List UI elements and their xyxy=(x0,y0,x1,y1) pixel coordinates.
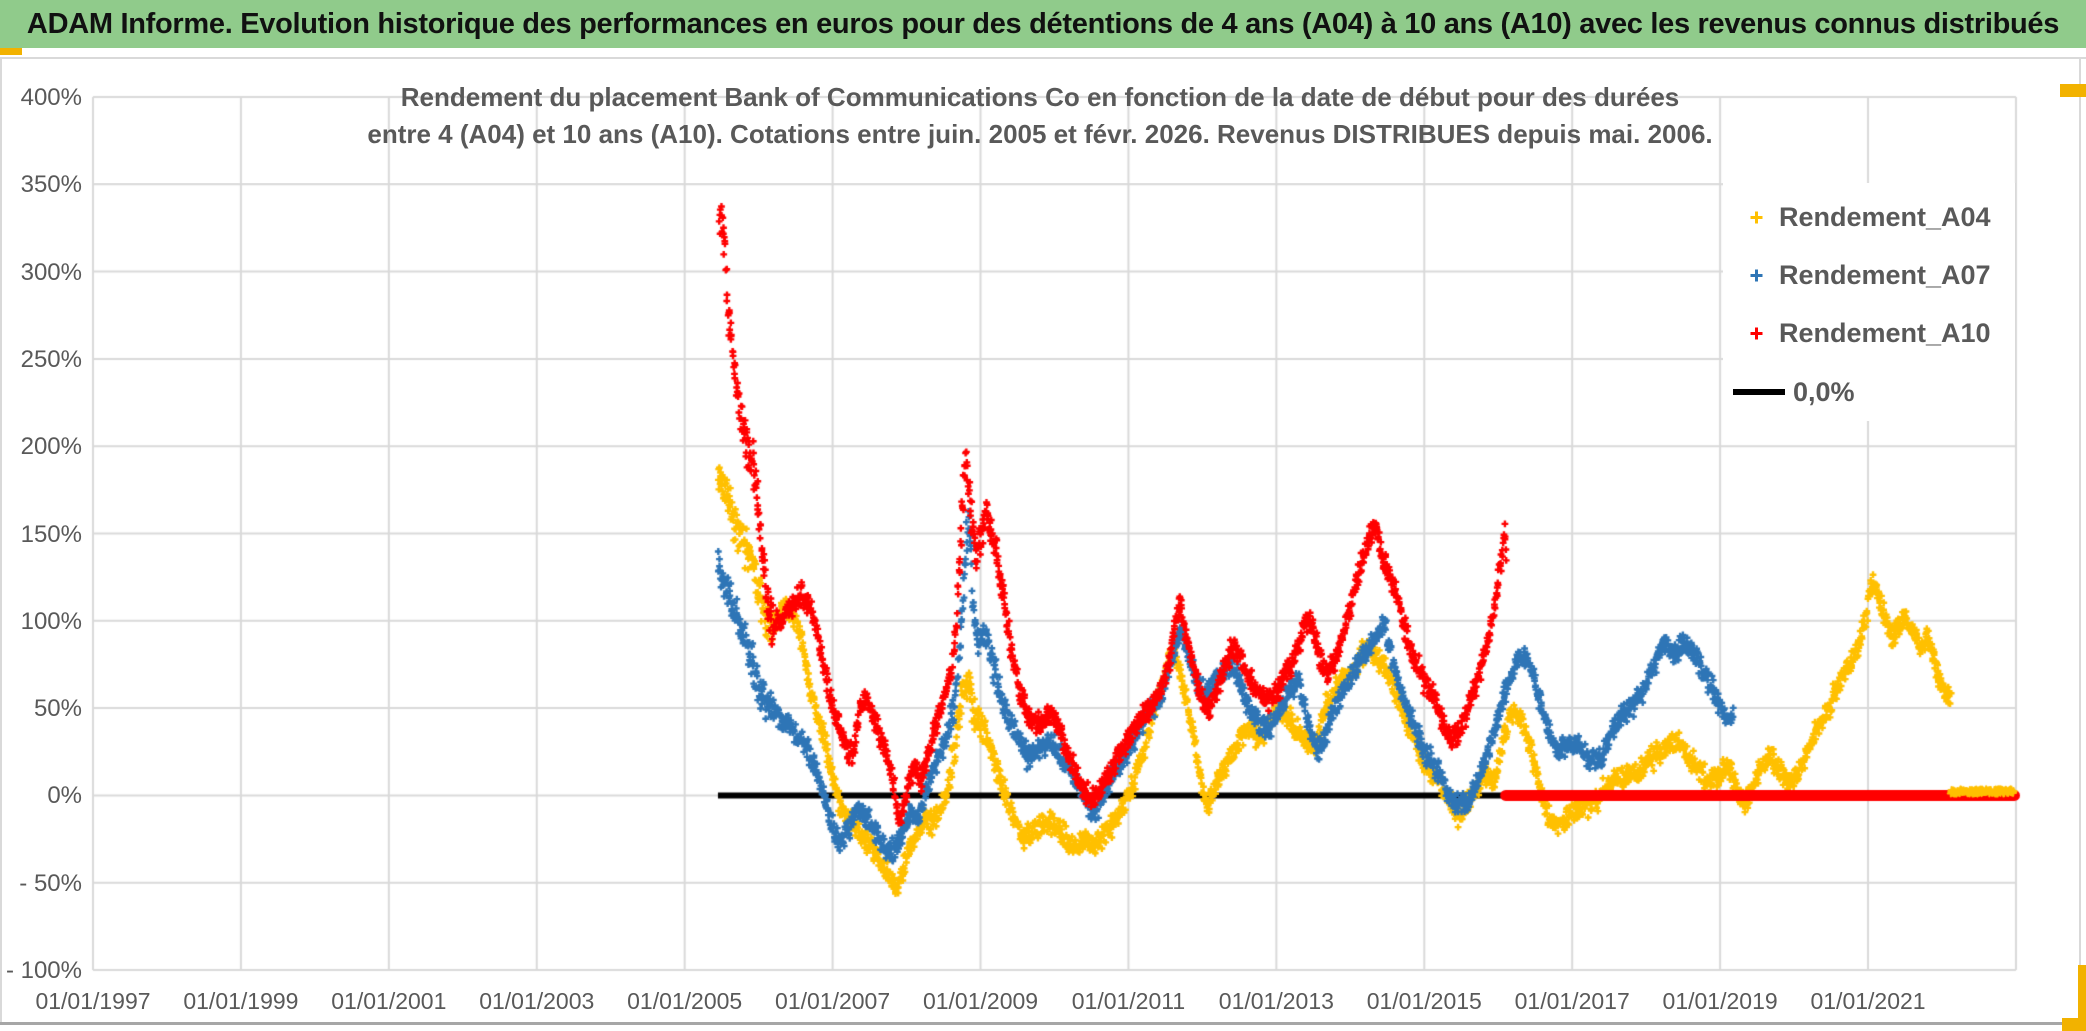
y-axis-tick-label: 100% xyxy=(20,607,82,635)
plus-marker-icon xyxy=(1733,268,1779,283)
legend-label: Rendement_A10 xyxy=(1779,317,1991,348)
x-axis-tick-label: 01/01/2011 xyxy=(1071,988,1186,1014)
x-axis-tick-label: 01/01/1997 xyxy=(35,988,151,1014)
chart-title-line-2: entre 4 (A04) et 10 ans (A10). Cotations… xyxy=(367,119,1713,149)
legend-item[interactable]: Rendement_A07 xyxy=(1733,255,1991,295)
x-axis-tick-label: 01/01/2021 xyxy=(1810,988,1926,1014)
y-axis-tick-label: 50% xyxy=(33,695,82,723)
chart-title-line-1: Rendement du placement Bank of Communica… xyxy=(400,82,1680,112)
plus-marker-icon xyxy=(1733,326,1779,341)
y-axis-tick-label: 150% xyxy=(20,520,82,548)
y-axis-tick-label: 350% xyxy=(20,171,82,199)
y-axis-tick-label: 250% xyxy=(20,345,82,373)
legend-label: Rendement_A04 xyxy=(1779,201,1991,232)
legend-item[interactable]: 0,0% xyxy=(1733,372,1855,412)
y-axis-tick-label: 400% xyxy=(20,84,82,111)
legend-item[interactable]: Rendement_A10 xyxy=(1733,313,1991,353)
y-axis-tick-label: - 50% xyxy=(19,869,82,897)
plus-marker-icon xyxy=(1733,210,1779,225)
y-axis-tick-label: - 100% xyxy=(5,957,82,984)
x-axis-tick-label: 01/01/2009 xyxy=(922,988,1039,1014)
y-axis-tick-label: 200% xyxy=(20,433,82,461)
x-axis-tick-label: 01/01/2015 xyxy=(1366,988,1482,1014)
x-axis-tick-label: 01/01/2003 xyxy=(479,988,595,1014)
x-axis-tick-label: 01/01/2005 xyxy=(627,988,743,1014)
x-axis-tick-label: 01/01/2001 xyxy=(331,988,447,1014)
legend-label: 0,0% xyxy=(1793,376,1855,407)
x-axis-tick-label: 01/01/2007 xyxy=(775,988,891,1014)
x-axis-tick-label: 01/01/2013 xyxy=(1218,988,1334,1014)
x-axis-tick-label: 01/01/2019 xyxy=(1662,988,1778,1014)
x-axis-tick-label: 01/01/1999 xyxy=(183,988,299,1014)
legend-background xyxy=(1723,183,2015,421)
y-axis-tick-label: 300% xyxy=(20,258,82,286)
legend-label: Rendement_A07 xyxy=(1779,259,1991,290)
line-swatch-icon xyxy=(1733,389,1785,395)
legend-item[interactable]: Rendement_A04 xyxy=(1733,197,1991,237)
y-axis-tick-label: 0% xyxy=(47,782,82,810)
x-axis-tick-label: 01/01/2017 xyxy=(1514,988,1630,1014)
